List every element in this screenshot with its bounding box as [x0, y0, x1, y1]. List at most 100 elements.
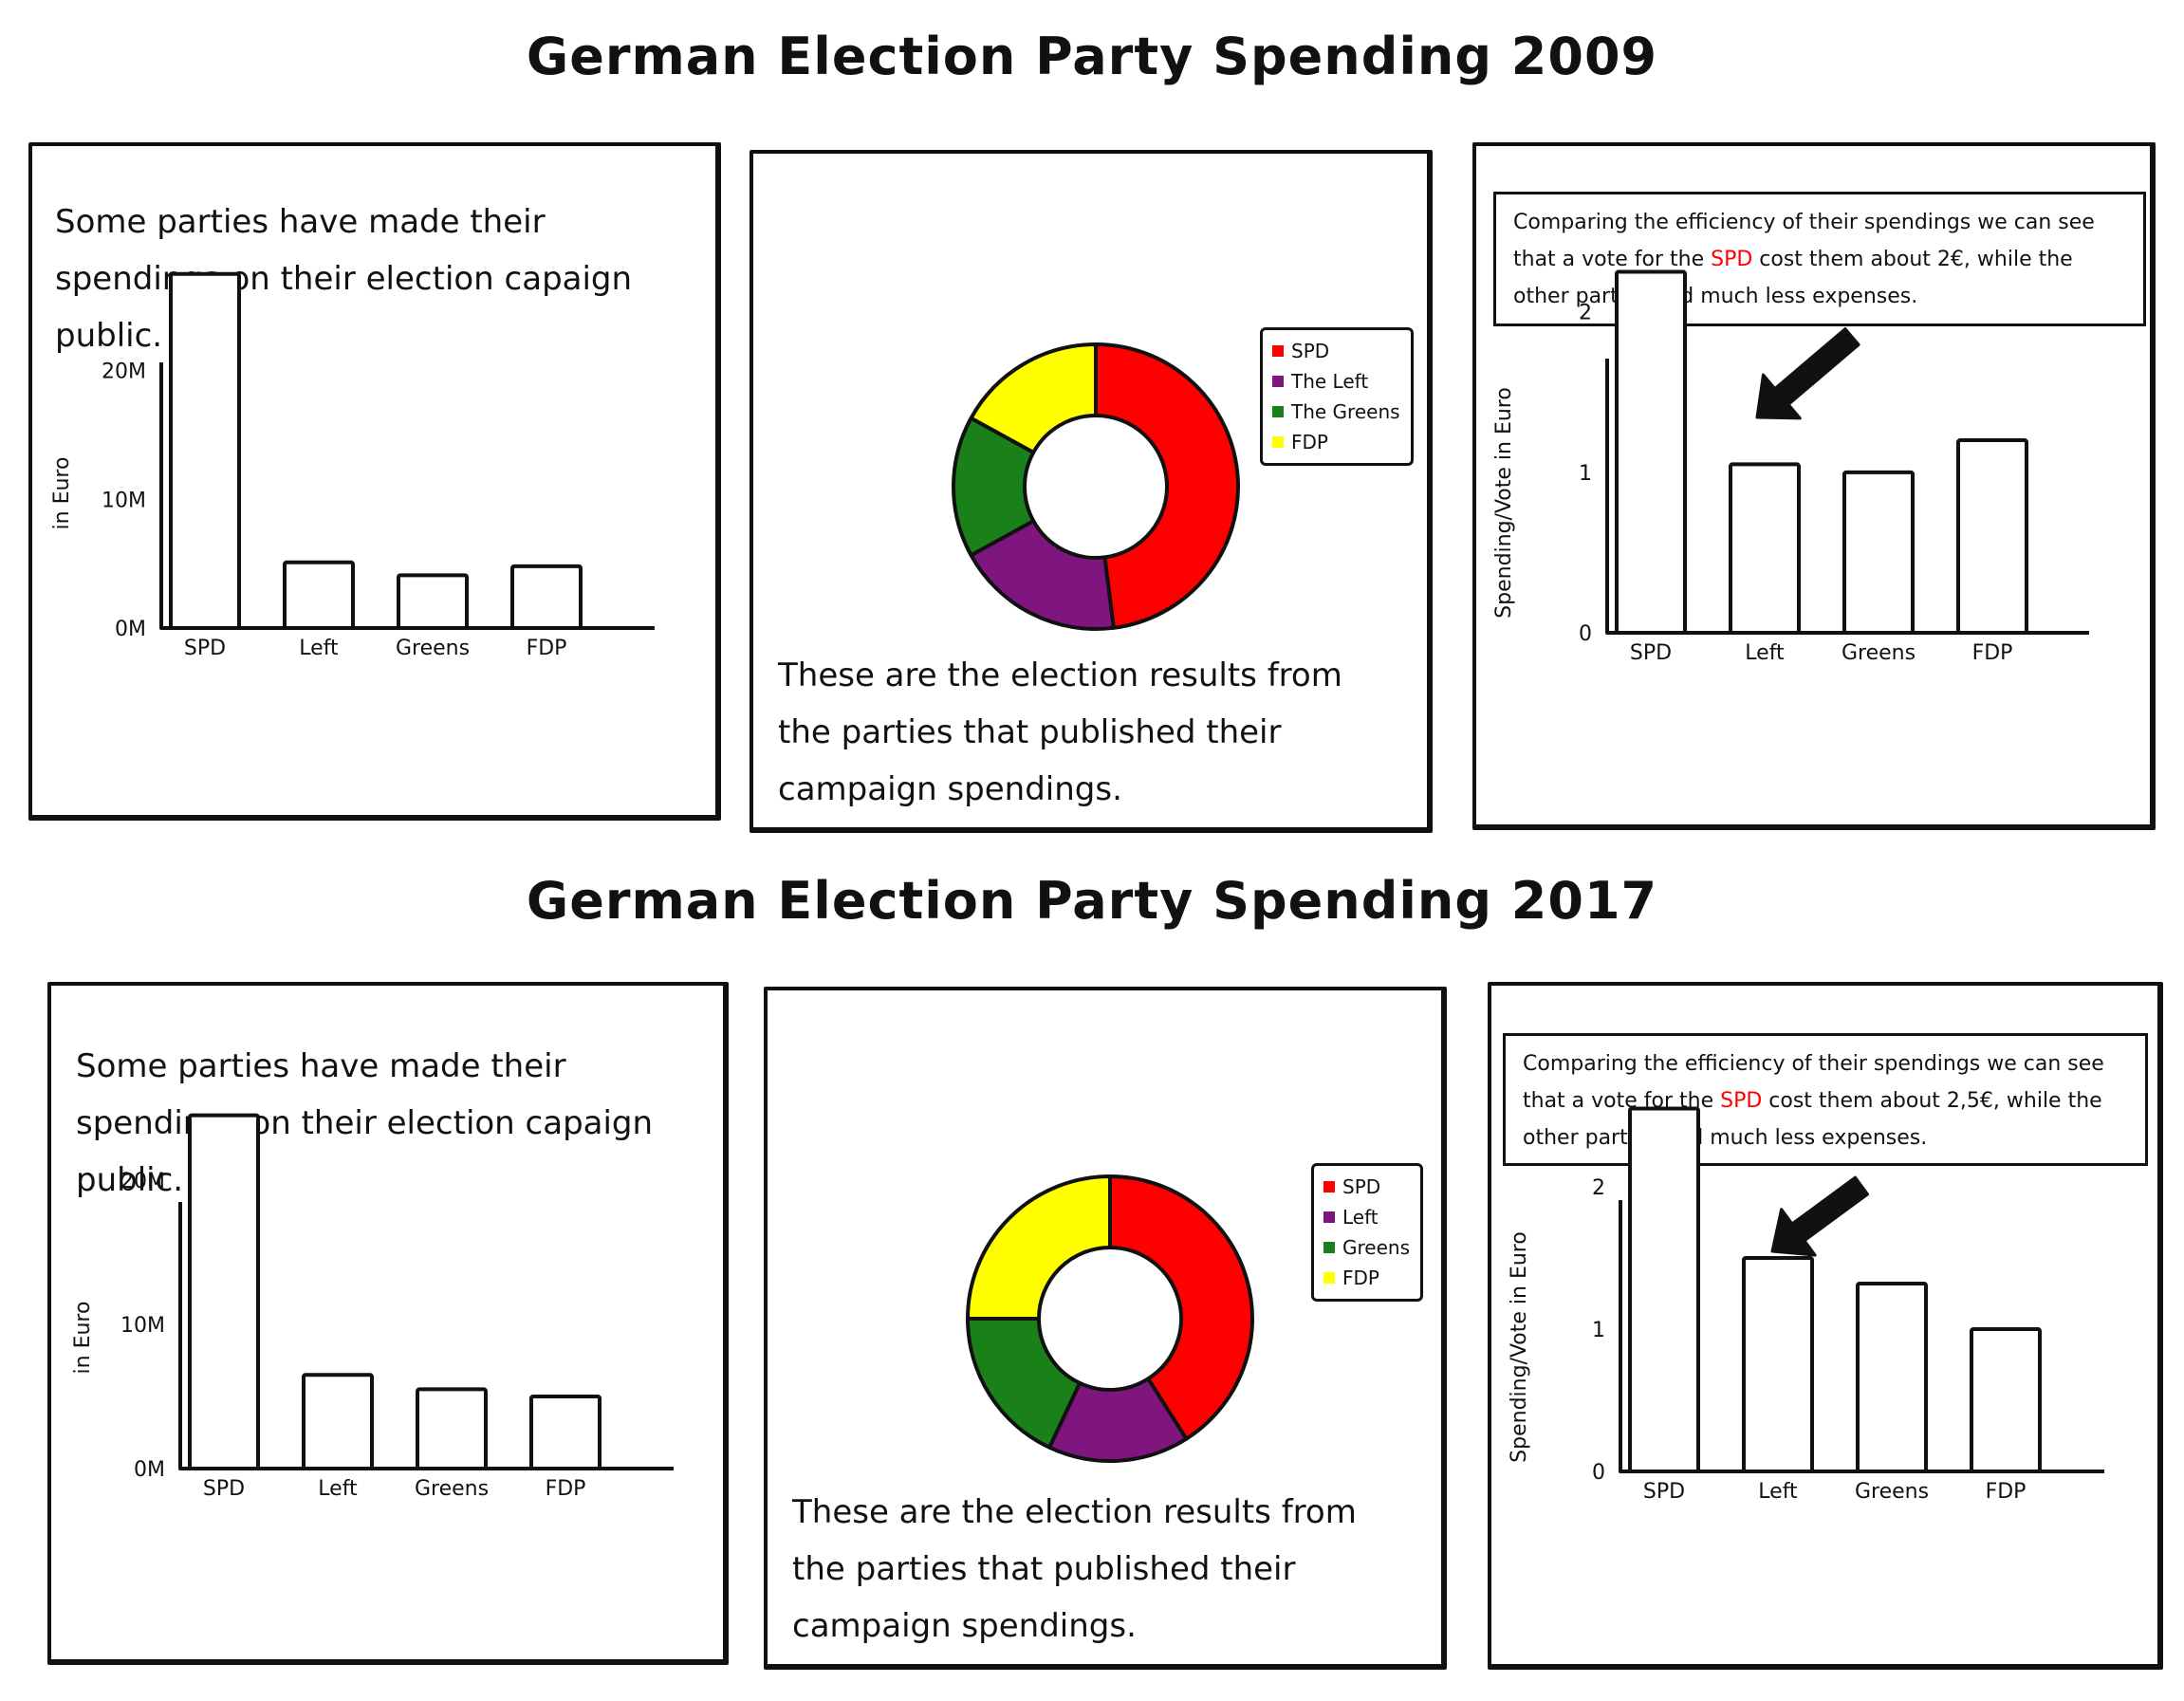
legend-swatch: [1323, 1242, 1335, 1253]
y-tick-label: 1: [1592, 1319, 1605, 1342]
legend-item: The Left: [1272, 366, 1401, 397]
legend-item: FDP: [1272, 427, 1401, 457]
legend-item: Greens: [1323, 1232, 1411, 1263]
legend-swatch: [1272, 406, 1284, 417]
x-category-label: SPD: [1630, 641, 1672, 665]
row-title-2009: German Election Party Spending 2009: [526, 27, 1658, 86]
legend-item: FDP: [1323, 1263, 1411, 1293]
legend-label: The Left: [1291, 370, 1369, 393]
note-text-after: cost them about 2€, while the other part…: [1513, 248, 2073, 308]
legend-item: SPD: [1272, 336, 1401, 366]
bar-greens: [1842, 470, 1915, 635]
legend-item: Left: [1323, 1202, 1411, 1232]
panel-spending-2017: Some parties have made their spendings o…: [47, 982, 729, 1665]
results-legend-2017: SPD Left Greens FDP: [1311, 1163, 1423, 1302]
results-donut-chart-2009: [952, 342, 1240, 631]
legend-swatch: [1323, 1211, 1335, 1223]
legend-swatch: [1323, 1181, 1335, 1193]
y-tick-label: 0M: [115, 618, 146, 641]
x-category-label: Greens: [415, 1477, 489, 1501]
x-category-label: Left: [1745, 641, 1785, 665]
efficiency-note-2017: Comparing the efficiency of their spendi…: [1503, 1033, 2148, 1166]
donut-slice-fdp: [966, 1174, 1112, 1321]
spending-bar-chart-2017: 0M 10M 20M in Euro SPD Left Greens FDP: [71, 1113, 674, 1501]
legend-swatch: [1323, 1272, 1335, 1284]
y-tick-label: 10M: [102, 489, 146, 512]
y-tick-label: 2: [1592, 1176, 1605, 1200]
legend-swatch: [1272, 345, 1284, 357]
x-category-label: FDP: [1986, 1480, 2027, 1504]
bar-left: [1729, 462, 1801, 636]
x-category-label: Greens: [1842, 641, 1916, 665]
row-title-2017: German Election Party Spending 2017: [526, 871, 1658, 931]
x-category-label: SPD: [1643, 1480, 1685, 1504]
y-axis-label: in Euro: [50, 457, 74, 530]
results-donut-chart-2017: [966, 1174, 1254, 1463]
results-legend-2009: SPD The Left The Greens FDP: [1260, 327, 1414, 466]
legend-label: FDP: [1291, 431, 1328, 453]
panel-spending-2009: Some parties have made their spendings o…: [28, 142, 721, 821]
y-tick-label: 0: [1579, 622, 1592, 646]
donut-slice-spd: [1108, 1174, 1254, 1441]
bar-fdp: [529, 1395, 602, 1470]
bar-spd: [169, 271, 241, 631]
y-tick-label: 0M: [134, 1458, 165, 1482]
arrow-icon: [1755, 327, 1860, 420]
x-category-label: Greens: [396, 637, 470, 660]
results-intro-text: These are the election results from the …: [792, 1493, 1357, 1645]
bar-spd: [1615, 269, 1687, 636]
y-tick-label: 2: [1579, 302, 1592, 325]
x-category-label: Greens: [1855, 1480, 1929, 1504]
spending-intro-text: Some parties have made their spendings o…: [76, 1047, 654, 1199]
arrow-icon: [1770, 1175, 1870, 1257]
legend-label: Left: [1342, 1206, 1379, 1229]
panel-efficiency-2009: Comparing the efficiency of their spendi…: [1472, 142, 2156, 830]
bar-left: [1742, 1256, 1814, 1473]
y-axis-label: Spending/Vote in Euro: [1508, 1231, 1531, 1463]
bar-fdp: [1970, 1327, 2042, 1473]
bar-fdp: [510, 564, 583, 631]
x-category-label: Left: [1758, 1480, 1798, 1504]
panel-results-2017: These are the election results from the …: [764, 987, 1447, 1670]
x-category-label: Left: [318, 1477, 358, 1501]
efficiency-bar-chart-2009: 0 1 2 Spending/Vote in Euro SPD Left Greens FDP: [1492, 269, 2089, 665]
x-category-label: Left: [299, 637, 339, 660]
bar-greens: [1856, 1282, 1928, 1473]
efficiency-note-2009: Comparing the efficiency of their spendi…: [1493, 192, 2146, 326]
results-intro-text: These are the election results from the …: [778, 656, 1342, 808]
x-category-label: FDP: [1972, 641, 2013, 665]
legend-item: The Greens: [1272, 397, 1401, 427]
spending-bar-chart-2009: 0M 10M 20M in Euro SPD Left Greens FDP: [50, 271, 655, 660]
y-tick-label: 0: [1592, 1461, 1605, 1485]
panel-results-2009: These are the election results from the …: [750, 150, 1433, 833]
x-category-label: FDP: [546, 1477, 586, 1501]
legend-swatch: [1272, 436, 1284, 448]
y-axis-label: Spending/Vote in Euro: [1492, 387, 1516, 619]
panel-efficiency-2017: Comparing the efficiency of their spendi…: [1488, 982, 2163, 1670]
bar-left: [283, 560, 355, 630]
donut-slice-greens: [966, 1317, 1083, 1450]
donut-slice-the-left: [969, 519, 1116, 631]
note-text-highlight: SPD: [1711, 248, 1753, 271]
bar-spd: [1628, 1106, 1700, 1473]
legend-label: SPD: [1291, 340, 1330, 362]
legend-swatch: [1272, 376, 1284, 387]
axis-lines: [178, 1202, 674, 1470]
note-text-highlight: SPD: [1720, 1089, 1763, 1113]
axis-lines: [159, 362, 655, 630]
legend-item: SPD: [1323, 1172, 1411, 1202]
legend-label: FDP: [1342, 1267, 1379, 1289]
y-tick-label: 20M: [120, 1170, 165, 1193]
donut-slice-fdp: [969, 342, 1098, 454]
axis-lines: [1605, 359, 2089, 635]
spending-intro-text: Some parties have made their spendings o…: [55, 203, 633, 355]
note-text-before: Comparing the efficiency of their spendi…: [1513, 211, 2095, 271]
y-axis-label: in Euro: [71, 1302, 95, 1375]
bar-greens: [397, 573, 469, 631]
y-tick-label: 20M: [102, 361, 146, 384]
efficiency-bar-chart-2017: 0 1 2 Spending/Vote in Euro SPD Left Greens FDP: [1508, 1106, 2104, 1504]
note-text-after: cost them about 2,5€, while the other pa…: [1523, 1089, 2102, 1150]
x-category-label: FDP: [527, 637, 567, 660]
bar-spd: [188, 1113, 260, 1470]
y-tick-label: 10M: [120, 1314, 165, 1338]
